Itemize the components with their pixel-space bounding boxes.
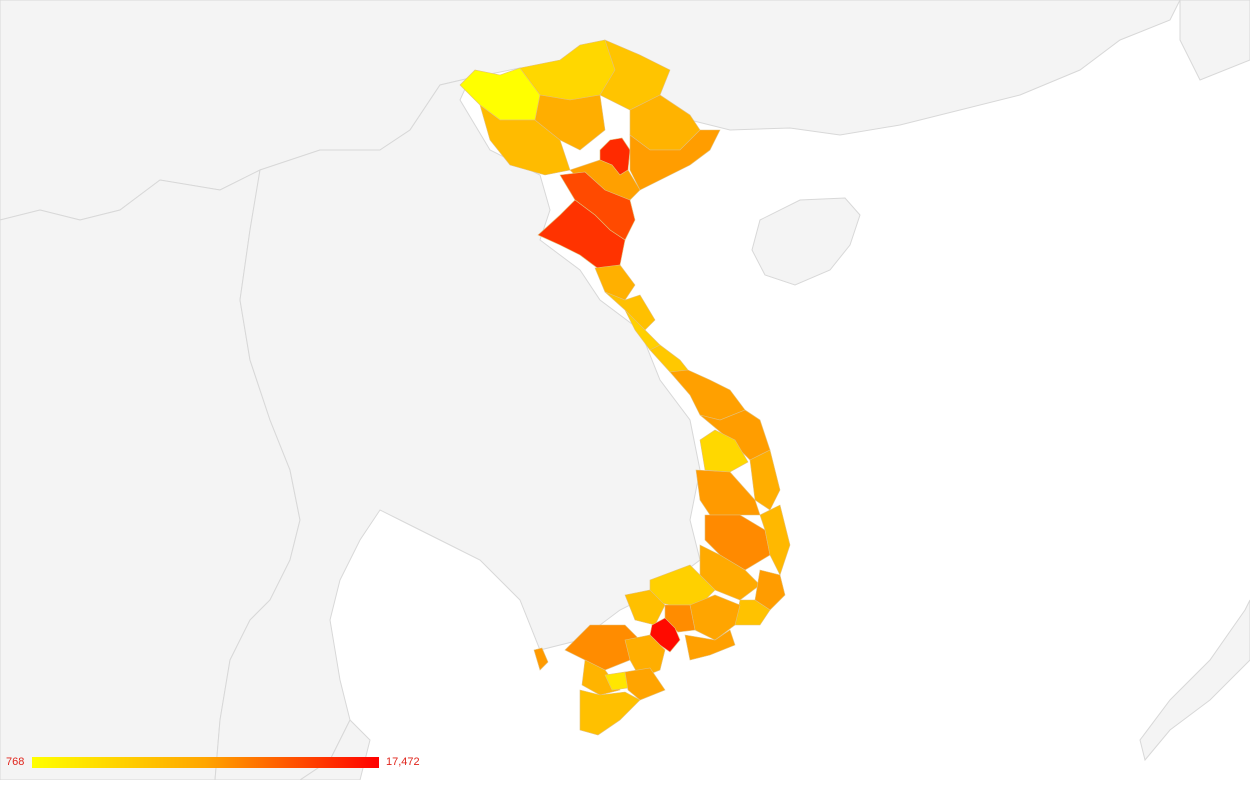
province-mekong-mid[interactable] (624, 634, 666, 679)
province-hue[interactable] (649, 344, 689, 373)
legend-max-label: 17,472 (386, 756, 420, 768)
land-hainan (751, 197, 861, 286)
province-phuquoc[interactable] (533, 647, 549, 671)
province-dongnai[interactable] (689, 594, 741, 641)
province-vungtau[interactable] (684, 629, 736, 661)
province-daklak[interactable] (704, 514, 771, 571)
province-kontum[interactable] (699, 429, 749, 473)
province-delta-east[interactable] (629, 129, 721, 191)
legend-gradient-bar (32, 757, 379, 768)
province-soctrang[interactable] (624, 667, 666, 701)
land-east (1179, 0, 1250, 81)
province-hatinh[interactable] (594, 264, 636, 301)
province-camau[interactable] (579, 689, 641, 736)
province-nghean[interactable] (537, 199, 626, 271)
color-legend: 768 17,472 (0, 748, 1250, 778)
province-ninhthuan[interactable] (754, 569, 786, 611)
land-southeast (1139, 599, 1250, 762)
province-binhdinh[interactable] (749, 449, 781, 511)
legend-min-label: 768 (6, 756, 25, 768)
vietnam-provinces (459, 39, 791, 736)
province-gialai[interactable] (695, 469, 761, 516)
province-yenbai[interactable] (534, 94, 606, 151)
province-tayninh[interactable] (624, 589, 666, 626)
